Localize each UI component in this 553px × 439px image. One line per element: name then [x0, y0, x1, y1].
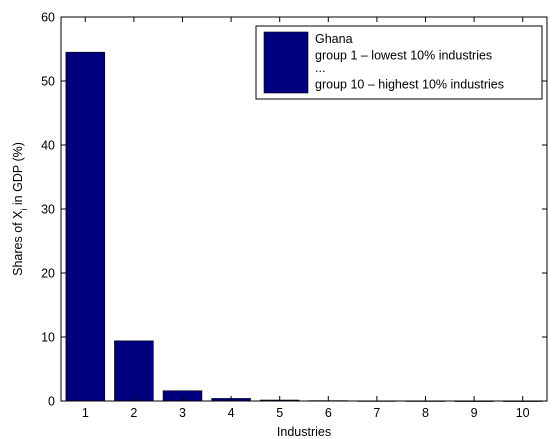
legend-entry-ellipsis: ...: [315, 61, 325, 75]
x-tick-label-5: 5: [276, 406, 283, 420]
legend-entry-group-10: group 10 – highest 10% industries: [315, 78, 504, 92]
y-axis-label: Shares of Xi in GDP (%): [11, 142, 29, 276]
legend: Ghana group 1 – lowest 10% industries ..…: [255, 25, 543, 100]
y-tick-label-40: 40: [41, 139, 55, 153]
legend-entry-group-1: group 1 – lowest 10% industries: [315, 49, 492, 63]
y-tick-label-10: 10: [41, 331, 55, 345]
x-tick-label-6: 6: [325, 406, 332, 420]
x-tick-label-8: 8: [422, 406, 429, 420]
legend-swatch: [263, 31, 309, 94]
x-tick-label-4: 4: [228, 406, 235, 420]
y-tick-label-60: 60: [41, 11, 55, 25]
x-tick-label-9: 9: [471, 406, 478, 420]
y-axis-label-main: Shares of X: [11, 210, 25, 276]
y-axis-label-subscript: i: [19, 209, 29, 211]
y-axis-label-suffix: in GDP (%): [11, 142, 25, 208]
y-tick-label-30: 30: [41, 203, 55, 217]
bar-2: [114, 340, 154, 402]
x-axis-label: Industries: [277, 425, 331, 439]
x-tick-label-2: 2: [130, 406, 137, 420]
y-tick-label-0: 0: [48, 395, 55, 409]
x-tick-label-3: 3: [179, 406, 186, 420]
x-tick-label-1: 1: [82, 406, 89, 420]
bar-1: [65, 51, 106, 402]
y-tick-label-20: 20: [41, 267, 55, 281]
legend-entry-ghana: Ghana: [315, 32, 353, 46]
y-tick-label-50: 50: [41, 75, 55, 89]
x-tick-label-10: 10: [516, 406, 530, 420]
x-tick-label-7: 7: [373, 406, 380, 420]
ticks-group: 0 10 20 30 40 50 60 1 2 3 4 5 6 7 8 9 10: [41, 11, 547, 420]
